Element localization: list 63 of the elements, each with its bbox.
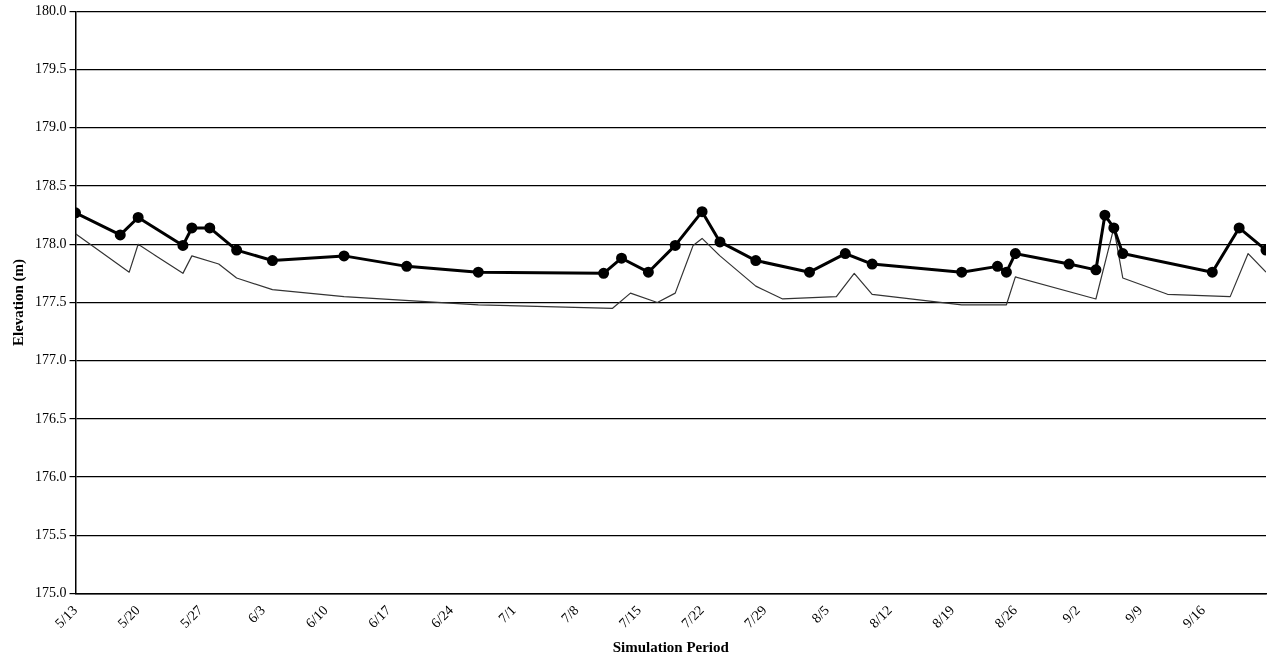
point [642,266,654,278]
point [1099,209,1111,221]
x-tick-label: 5/20 [114,602,143,631]
point [1117,248,1129,260]
y-tick-label: 178.5 [35,177,67,193]
x-tick-label: 9/9 [1122,602,1146,626]
y-tick-label: 179.5 [35,61,67,77]
point [1090,264,1102,276]
y-tick-label: 180.0 [35,3,67,19]
point [231,244,243,256]
y-tick-label: 175.5 [35,526,67,542]
point [696,206,708,218]
x-tick-label: 7/22 [678,602,707,631]
point [114,229,126,241]
y-tick-label: 179.0 [35,119,67,135]
x-tick-label: 8/5 [808,602,833,626]
point [1108,222,1120,234]
point [839,248,851,260]
x-tick-label: 7/1 [495,602,519,626]
x-tick-label: 9/2 [1059,602,1083,626]
x-tick-label: 6/3 [244,602,269,626]
point [991,260,1003,272]
point [1000,266,1012,278]
point [204,222,216,234]
point [472,266,484,278]
point [401,260,413,272]
point [1063,258,1075,270]
point [338,250,350,262]
x-tick-label: 8/19 [929,602,958,631]
point [598,267,610,279]
point [616,252,628,264]
point [266,255,278,267]
y-tick-label: 178.0 [35,235,67,251]
point [956,266,968,278]
x-tick-label: 5/27 [177,602,206,631]
x-axis-title: Simulation Period [612,638,730,655]
point [132,211,144,223]
point [669,239,681,251]
x-tick-label: 8/12 [866,602,895,631]
x-tick-label: 7/15 [615,602,645,631]
x-tick-label: 6/10 [302,602,331,631]
point [1009,248,1021,260]
y-tick-label: 177.0 [35,352,67,368]
x-tick-label: 5/13 [52,602,81,631]
x-tick-label: 7/29 [741,602,770,631]
point [866,258,878,270]
y-axis-title: Elevation (m) [9,258,27,346]
point [1206,266,1218,278]
point [186,222,198,234]
x-tick-label: 9/16 [1179,602,1209,631]
x-tick-label: 8/26 [991,602,1021,631]
x-tick-label: 7/8 [558,602,582,626]
point [750,255,762,267]
x-tick-label: 6/24 [427,602,457,631]
point [1233,222,1245,234]
y-tick-label: 176.5 [35,410,67,426]
y-tick-label: 177.5 [35,294,67,310]
point [714,236,726,248]
x-tick-label: 6/17 [365,602,394,631]
point [803,266,815,278]
y-tick-label: 176.0 [35,468,67,484]
y-tick-label: 175.0 [35,585,67,601]
point [177,239,189,251]
